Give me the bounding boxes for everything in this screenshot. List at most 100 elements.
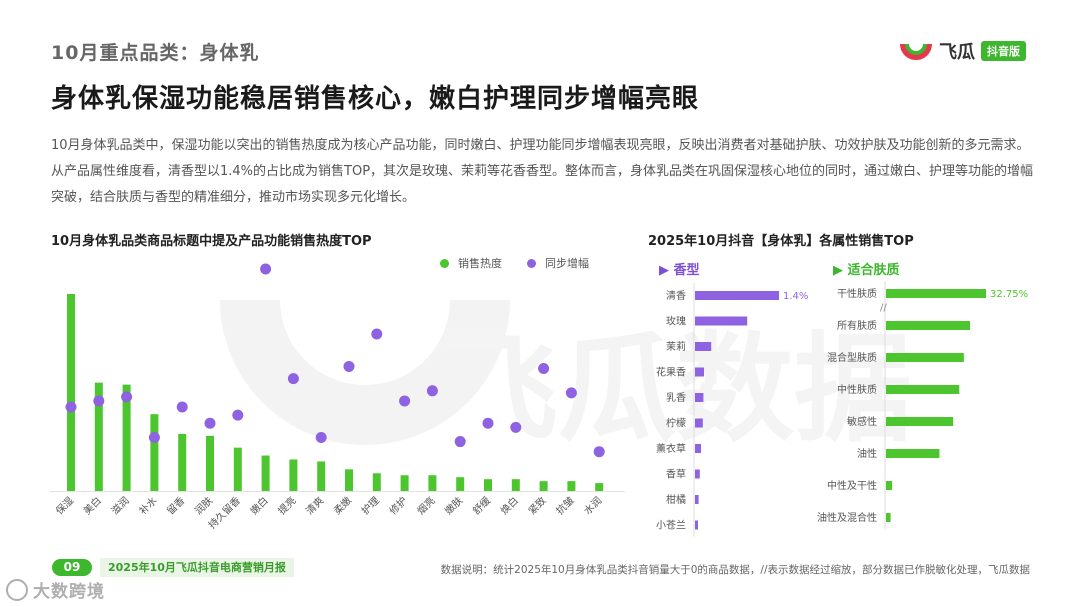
growth-point-焕白: [510, 421, 522, 433]
bar-干性肤质: [886, 289, 986, 298]
corner-logo-icon: [6, 578, 28, 601]
page-kicker: 10月重点品类：身体乳: [51, 42, 260, 64]
page-number-badge: 09: [52, 559, 92, 576]
bar-修护: [400, 475, 409, 491]
growth-point-清爽: [315, 431, 327, 443]
growth-point-嫩肤: [454, 436, 466, 448]
report-name: 2025年10月飞瓜抖音电商营销月报: [100, 558, 294, 577]
bar-敏感性: [886, 417, 954, 426]
category-label: 敏感性: [847, 415, 877, 428]
category-label: 薰衣草: [656, 442, 686, 455]
skin-panel-heading: ▶ 适合肤质: [833, 263, 900, 278]
x-tick-label: 补水: [136, 494, 159, 517]
x-tick-label: 滋润: [108, 494, 131, 517]
x-tick-label: 嫩肤: [442, 494, 465, 517]
bar-持久留香: [233, 447, 242, 491]
bar-嫩肤: [456, 477, 465, 491]
bar-茉莉: [695, 342, 712, 351]
growth-point-保湿: [65, 401, 77, 413]
x-tick-label: 嫩白: [247, 494, 270, 517]
axis-break-mark: //: [880, 303, 887, 314]
bar-所有肤质: [886, 321, 970, 330]
growth-point-嫩白: [260, 263, 272, 275]
growth-point-紧致: [538, 362, 550, 374]
left-chart-title: 10月身体乳品类商品标题中提及产品功能销售热度TOP: [51, 234, 372, 249]
bar-保湿: [67, 294, 75, 491]
page-headline: 身体乳保湿功能稳居销售核心，嫩白护理同步增幅亮眼: [51, 84, 700, 114]
bar-柠檬: [695, 418, 703, 428]
x-tick-label: 水润: [581, 494, 604, 517]
bar-中性肤质: [886, 385, 960, 394]
right-chart-title: 2025年10月抖音【身体乳】各属性销售TOP: [648, 234, 914, 249]
growth-point-舒缓: [482, 417, 494, 429]
growth-point-滋润: [121, 391, 133, 403]
x-tick-label: 柔嫩: [331, 494, 354, 517]
legend-growth: 同步增幅: [527, 255, 589, 271]
x-tick-label: 提亮: [275, 494, 298, 517]
category-label: 柑橘: [666, 493, 686, 506]
bar-清香: [695, 291, 779, 300]
bar-小苍兰: [695, 520, 698, 530]
growth-point-持久留香: [232, 409, 244, 421]
x-tick-label: 焕白: [498, 494, 521, 517]
category-label: 中性及干性: [827, 479, 877, 492]
legend-green-dot-icon: [440, 258, 449, 268]
growth-point-烟亮: [426, 385, 438, 397]
growth-point-水润: [593, 446, 605, 458]
bar-紧致: [539, 481, 548, 491]
brand-name: 飞瓜: [939, 42, 975, 63]
x-tick-label: 烟亮: [414, 494, 437, 517]
bar-美白: [94, 382, 103, 491]
bar-焕白: [511, 479, 520, 491]
corner-watermark: 大数跨境: [6, 577, 105, 602]
bar-水润: [595, 483, 604, 491]
bar-嫩白: [261, 455, 270, 491]
growth-point-补水: [148, 431, 160, 443]
bar-油性: [886, 449, 940, 458]
x-tick-label: 清爽: [303, 494, 326, 517]
value-label: 1.4%: [783, 291, 808, 302]
brand-badge: 抖音版: [981, 41, 1026, 61]
bar-香草: [695, 469, 700, 479]
bar-油性及混合性: [886, 513, 891, 522]
bar-混合型肤质: [886, 353, 964, 362]
bar-薰衣草: [695, 444, 701, 453]
growth-point-提亮: [287, 373, 299, 385]
bar-抗皱: [567, 481, 576, 491]
category-label: 香草: [666, 469, 686, 481]
data-note: 数据说明：统计2025年10月身体乳品类抖音销量大于0的商品数据，//表示数据经…: [440, 564, 1030, 576]
bar-清爽: [317, 461, 326, 491]
category-label: 所有肤质: [837, 319, 877, 332]
bar-护理: [372, 473, 381, 491]
growth-point-润肤: [204, 417, 216, 429]
category-label: 花果香: [656, 366, 686, 379]
bar-柑橘: [695, 495, 699, 504]
category-label: 干性肤质: [837, 287, 877, 300]
legend-growth-label: 同步增幅: [545, 257, 589, 270]
category-label: 油性及混合性: [817, 511, 877, 524]
growth-point-柔嫩: [343, 360, 355, 372]
growth-point-修护: [399, 395, 411, 407]
corner-watermark-text: 大数跨境: [33, 582, 105, 602]
growth-point-美白: [93, 395, 105, 407]
growth-point-护理: [371, 328, 383, 340]
scent-panel-label: 香型: [673, 263, 700, 278]
category-label: 清香: [666, 289, 686, 302]
bar-留香: [178, 433, 187, 491]
bar-滋润: [122, 384, 131, 491]
bar-润肤: [206, 435, 214, 491]
scent-panel-heading: ▶ 香型: [659, 263, 700, 278]
bar-烟亮: [428, 475, 437, 491]
bar-柔嫩: [345, 469, 353, 491]
bar-玫瑰: [695, 316, 748, 326]
x-tick-label: 润肤: [192, 494, 215, 517]
category-label: 乳香: [666, 391, 686, 404]
growth-point-抗皱: [565, 387, 577, 399]
category-label: 油性: [857, 447, 877, 460]
category-label: 中性肤质: [837, 383, 877, 396]
bar-舒缓: [484, 479, 492, 491]
bar-中性及干性: [886, 481, 893, 490]
